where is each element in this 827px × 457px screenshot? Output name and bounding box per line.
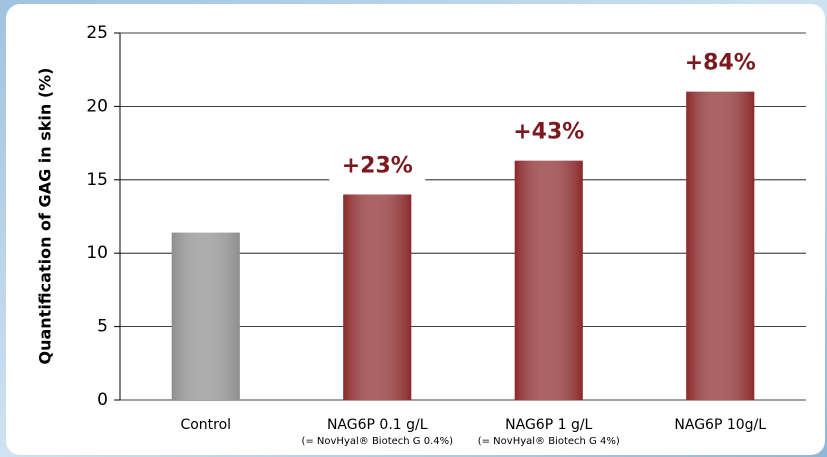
bar-shine — [514, 160, 583, 400]
x-tick-label: NAG6P 0.1 g/L — [327, 417, 428, 433]
annotation: +23% — [342, 153, 413, 178]
x-tick-label: Control — [180, 417, 231, 433]
y-tick-label: 20 — [86, 96, 108, 116]
annotation-bg — [500, 116, 597, 149]
y-tick-label: 0 — [97, 390, 108, 410]
y-tick-label: 25 — [86, 23, 108, 43]
x-tick-label: NAG6P 10g/L — [674, 417, 766, 433]
bar-shine — [343, 194, 412, 400]
y-tick-label: 15 — [86, 170, 108, 190]
y-tick-label: 5 — [97, 317, 108, 337]
bar-shine — [171, 232, 240, 400]
bar-shine — [686, 91, 755, 400]
x-tick-note: (= NovHyal® Biotech G 0.4%) — [301, 436, 453, 447]
x-tick-note: (= NovHyal® Biotech G 4%) — [478, 436, 620, 447]
annotation-bg — [672, 47, 769, 80]
annotation: +84% — [685, 51, 756, 76]
annotation-bg — [329, 150, 426, 183]
y-tick-label: 10 — [86, 243, 108, 263]
annotation: +43% — [513, 120, 584, 145]
y-axis-label: Quantification of GAG in skin (%) — [36, 68, 55, 365]
x-tick-label: NAG6P 1 g/L — [505, 417, 592, 433]
